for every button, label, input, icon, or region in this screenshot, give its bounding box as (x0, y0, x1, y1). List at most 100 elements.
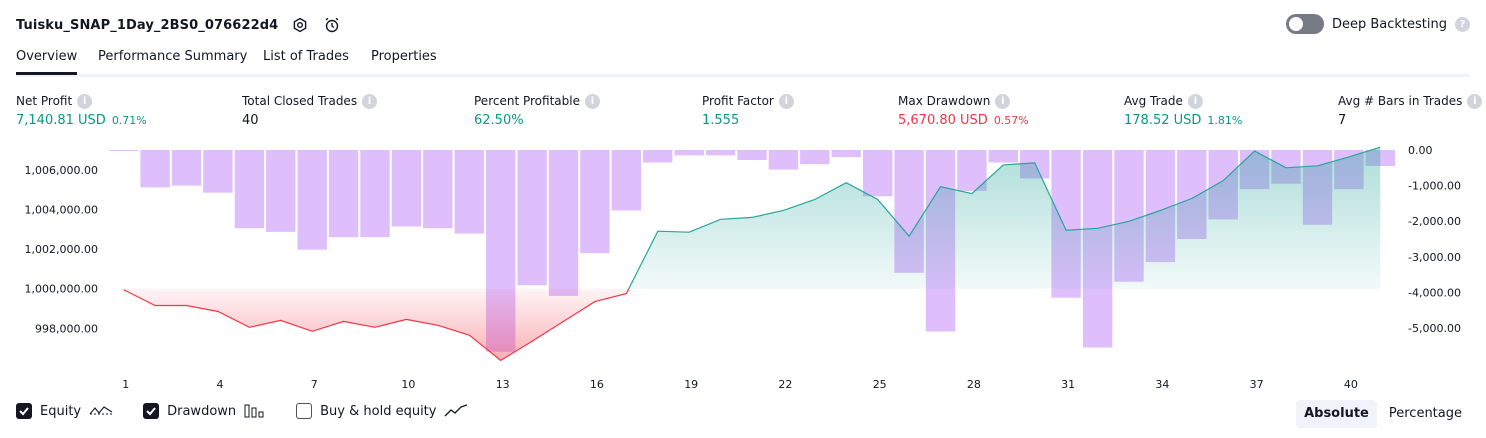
drawdown-bar (863, 150, 893, 197)
y-axis-right: 0.00 -1,000.00 -2,000.00 -3,000.00 -4,000.00… (1408, 144, 1461, 335)
x-tick-label: 7 (311, 378, 318, 391)
report-tabs: Overview Performance Summary List of Tra… (16, 44, 1470, 77)
metric-label: Net Profit (16, 94, 73, 108)
y-right-tick-label: -1,000.00 (1408, 180, 1461, 193)
equity-area (123, 147, 1381, 361)
drawdown-bar (831, 150, 861, 158)
y-left-tick-label: 1,006,000.00 (25, 164, 98, 177)
metric-percent: 0.57% (993, 114, 1029, 127)
x-tick-label: 40 (1344, 378, 1358, 391)
buyhold-checkbox[interactable] (296, 403, 313, 419)
equity-line-profit (628, 146, 1381, 289)
metric-value: 7 (1338, 113, 1347, 128)
alarm-clock-icon[interactable] (322, 15, 342, 35)
deep-backtesting-toggle[interactable] (1285, 14, 1324, 34)
drawdown-bar (360, 150, 390, 238)
metric-label: Percent Profitable (474, 94, 580, 108)
info-icon[interactable]: i (995, 93, 1011, 109)
drawdown-bar (171, 150, 202, 186)
equity-label: Equity (40, 403, 82, 419)
toggle-knob (1288, 17, 1303, 31)
check-icon (146, 407, 156, 416)
settings-gear-icon[interactable] (290, 15, 310, 35)
buyhold-label: Buy & hold equity (320, 403, 437, 419)
drawdown-label: Drawdown (167, 403, 237, 419)
x-axis: 1 4 7 10 13 16 19 22 25 28 31 34 37 40 (122, 378, 1358, 391)
deep-backtesting-control: Deep Backtesting ? (1285, 14, 1470, 34)
chart-legend: Equity Drawdown Buy & hold equity (16, 403, 498, 419)
metric-percent: 0.71% (111, 114, 147, 127)
info-icon[interactable]: i (1187, 93, 1203, 109)
equity-line (123, 146, 1381, 362)
drawdown-toggle[interactable]: Drawdown (143, 403, 266, 419)
equity-line-loss (123, 288, 630, 362)
metric-label: Profit Factor (702, 94, 774, 108)
drawdown-bar (800, 150, 830, 165)
drawdown-bar (203, 150, 233, 193)
metric-value: 1.555 (702, 113, 740, 128)
metric-avg-trade: Avg Trade i 178.52 USD 1.81% (1124, 93, 1242, 131)
info-icon[interactable]: i (77, 93, 93, 109)
drawdown-checkbox[interactable] (143, 403, 160, 419)
equity-toggle[interactable]: Equity (16, 403, 113, 419)
help-icon[interactable]: ? (1455, 16, 1470, 32)
x-tick-label: 22 (778, 378, 792, 391)
metric-percent: 1.81% (1207, 114, 1243, 127)
tab-properties[interactable]: Properties (371, 49, 437, 64)
drawdown-bar (517, 150, 547, 286)
tab-list-of-trades[interactable]: List of Trades (263, 49, 349, 64)
drawdown-bar (674, 150, 704, 156)
drawdown-bar (454, 150, 484, 234)
drawdown-bar (297, 150, 327, 250)
drawdown-bar (705, 150, 736, 156)
y-right-tick-label: -4,000.00 (1408, 286, 1461, 299)
x-tick-label: 37 (1250, 378, 1264, 391)
info-icon[interactable]: i (584, 93, 600, 109)
drawdown-bar (580, 150, 610, 254)
x-tick-label: 10 (401, 378, 415, 391)
strategy-title: Tuisku_SNAP_1Day_2BS0_076622d4 (16, 17, 279, 33)
drawdown-bar (423, 150, 453, 229)
metric-label: Avg Trade (1124, 94, 1183, 108)
metric-label: Total Closed Trades (242, 94, 358, 108)
buyhold-toggle[interactable]: Buy & hold equity (296, 403, 468, 419)
equity-checkbox[interactable] (16, 403, 32, 419)
metric-label: Avg # Bars in Trades (1338, 94, 1463, 108)
drawdown-bar (391, 150, 422, 227)
tab-overview[interactable]: Overview (16, 44, 78, 75)
y-right-tick-label: 0.00 (1408, 144, 1433, 157)
absolute-button[interactable]: Absolute (1296, 400, 1377, 428)
metric-net-profit: Net Profit i 7,140.81 USD 0.71% (16, 93, 147, 131)
x-tick-label: 1 (122, 378, 129, 391)
info-icon[interactable]: i (362, 93, 378, 109)
equity-area-loss (123, 288, 629, 361)
metric-value: 178.52 USD (1124, 113, 1202, 128)
y-left-tick-label: 1,002,000.00 (25, 243, 98, 256)
x-tick-label: 16 (590, 378, 604, 391)
tab-performance-summary[interactable]: Performance Summary (98, 49, 248, 64)
drawdown-bars-icon (244, 404, 264, 418)
drawdown-bar (140, 150, 170, 188)
x-tick-label: 4 (217, 378, 224, 391)
metric-avg-bars-in-trades: Avg # Bars in Trades i 7 (1338, 93, 1483, 131)
drawdown-bar (109, 150, 139, 151)
y-axis-left: 1,006,000.00 1,004,000.00 1,002,000.00 1,00… (25, 164, 98, 335)
y-right-tick-label: -5,000.00 (1408, 322, 1461, 335)
y-left-tick-label: 998,000.00 (35, 322, 98, 335)
check-icon (19, 407, 29, 416)
info-icon[interactable]: i (1467, 93, 1483, 109)
equity-drawdown-chart[interactable]: 1,006,000.00 1,004,000.00 1,002,000.00 1,00… (0, 140, 1486, 396)
y-right-tick-label: -3,000.00 (1408, 251, 1461, 264)
metric-value: 40 (242, 113, 259, 128)
percentage-button[interactable]: Percentage (1388, 406, 1462, 421)
metric-total-closed-trades: Total Closed Trades i 40 (242, 93, 378, 131)
x-tick-label: 28 (967, 378, 981, 391)
metric-value: 62.50% (474, 113, 524, 128)
x-tick-label: 19 (684, 378, 698, 391)
info-icon[interactable]: i (778, 93, 794, 109)
equity-area-profit (628, 147, 1381, 289)
drawdown-bar (266, 150, 296, 232)
metric-max-drawdown: Max Drawdown i 5,670.80 USD 0.57% (898, 93, 1029, 131)
x-tick-label: 13 (496, 378, 510, 391)
y-left-tick-label: 1,000,000.00 (25, 283, 98, 296)
